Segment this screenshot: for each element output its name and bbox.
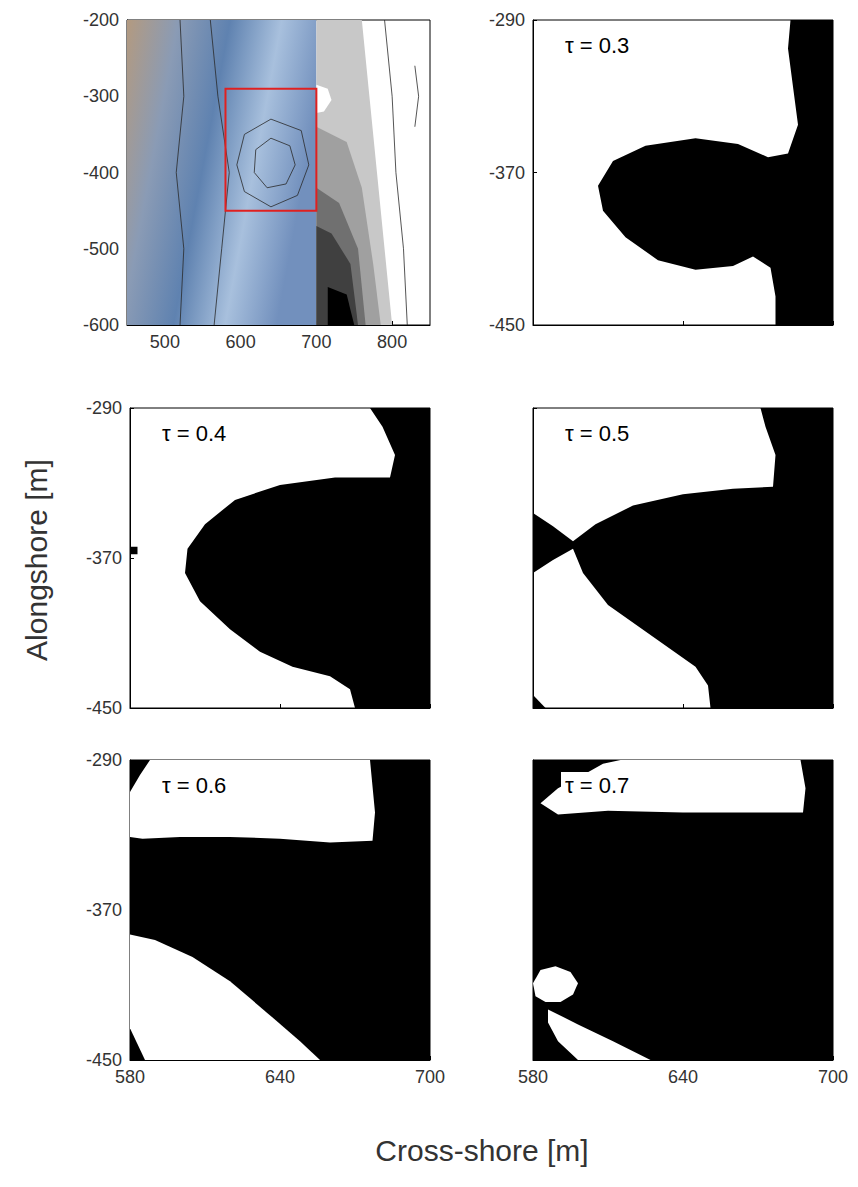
svg-text:700: 700 [415, 1067, 445, 1087]
svg-text:τ = 0.3: τ = 0.3 [565, 33, 629, 58]
svg-text:τ = 0.6: τ = 0.6 [162, 773, 226, 798]
svg-text:580: 580 [518, 1067, 548, 1087]
svg-text:-290: -290 [489, 10, 525, 30]
svg-text:-600: -600 [83, 315, 119, 335]
svg-text:700: 700 [818, 1067, 848, 1087]
svg-text:-370: -370 [86, 900, 122, 920]
svg-text:-450: -450 [489, 315, 525, 335]
svg-text:-200: -200 [83, 10, 119, 30]
svg-text:-450: -450 [86, 698, 122, 718]
svg-text:τ = 0.7: τ = 0.7 [565, 773, 629, 798]
svg-text:500: 500 [150, 332, 180, 352]
svg-text:580: 580 [115, 1067, 145, 1087]
svg-text:700: 700 [301, 332, 331, 352]
svg-text:-500: -500 [83, 239, 119, 259]
svg-text:-450: -450 [86, 1050, 122, 1070]
svg-text:-370: -370 [489, 163, 525, 183]
svg-text:-370: -370 [86, 548, 122, 568]
svg-text:-300: -300 [83, 86, 119, 106]
svg-text:600: 600 [226, 332, 256, 352]
svg-text:-290: -290 [86, 750, 122, 770]
svg-text:τ = 0.4: τ = 0.4 [162, 421, 226, 446]
svg-text:Alongshore [m]: Alongshore [m] [20, 459, 53, 661]
svg-text:-290: -290 [86, 398, 122, 418]
svg-text:Cross-shore [m]: Cross-shore [m] [375, 1134, 588, 1167]
svg-text:-400: -400 [83, 163, 119, 183]
svg-text:640: 640 [668, 1067, 698, 1087]
svg-text:640: 640 [265, 1067, 295, 1087]
svg-text:τ = 0.5: τ = 0.5 [565, 421, 629, 446]
svg-text:800: 800 [377, 332, 407, 352]
